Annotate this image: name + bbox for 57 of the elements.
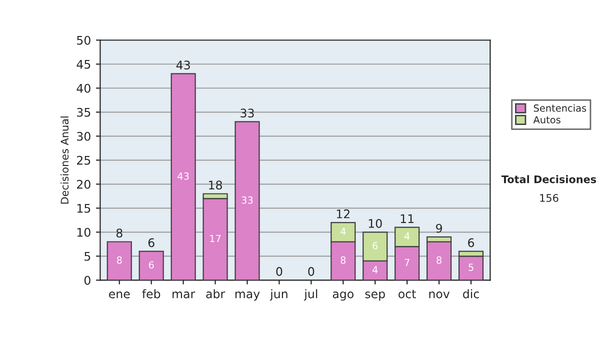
x-tick-label: oct <box>398 290 416 298</box>
data-label: 8 <box>116 256 122 264</box>
total-label: 10 <box>368 219 382 228</box>
y-tick-label: 40 <box>76 84 90 93</box>
x-tick-label: ago <box>332 292 354 301</box>
legend-label: Sentencias <box>534 104 586 112</box>
data-label: 5 <box>468 264 474 271</box>
data-label: 6 <box>148 261 154 269</box>
legend-label: Autos <box>533 116 560 124</box>
y-tick-label: 10 <box>77 228 90 237</box>
x-tick-label: ene <box>109 292 130 298</box>
total-label: 18 <box>209 180 222 190</box>
x-tick-label: mar <box>172 292 196 298</box>
total-label: 12 <box>336 209 350 218</box>
bar <box>106 241 132 280</box>
total-label: 11 <box>400 214 414 223</box>
data-label: 17 <box>210 234 221 242</box>
data-label: 43 <box>178 172 189 180</box>
x-tick-label: nov <box>429 292 450 298</box>
x-tick-label: jul <box>304 289 318 301</box>
y-tick-label: 0 <box>84 276 90 285</box>
y-tick-label: 30 <box>77 132 90 141</box>
total-label: 0 <box>308 267 314 276</box>
y-tick-label: 50 <box>77 36 90 45</box>
x-tick-label: abr <box>206 289 226 298</box>
data-label: 8 <box>436 256 442 264</box>
y-tick-label: 5 <box>84 252 90 261</box>
total-label: 9 <box>436 224 442 233</box>
data-label: 4 <box>340 228 346 235</box>
total-label: 43 <box>176 60 190 70</box>
total-label: 6 <box>468 238 474 248</box>
data-label: 33 <box>242 196 253 204</box>
data-label: 6 <box>372 242 378 250</box>
total-label: 0 <box>276 267 282 276</box>
x-tick-label: jun <box>270 289 288 301</box>
x-tick-label: may <box>235 292 260 301</box>
text: 156 <box>540 194 558 202</box>
text: Total Decisiones <box>501 175 596 184</box>
y-tick-label: 45 <box>76 60 90 69</box>
y-tick-label: 20 <box>77 180 90 189</box>
x-tick-label: sep <box>365 292 385 301</box>
y-tick-label: 35 <box>77 108 90 117</box>
data-label: 7 <box>404 258 410 266</box>
total-label: 8 <box>116 228 122 238</box>
y-tick-label: 15 <box>77 204 90 213</box>
y-tick-label: 25 <box>77 156 90 165</box>
total-label: 33 <box>240 108 254 118</box>
x-tick-label: feb <box>142 289 160 298</box>
data-label: 4 <box>372 266 378 274</box>
bar <box>234 121 260 280</box>
x-tick-label: dic <box>463 289 479 298</box>
bar <box>138 250 164 280</box>
data-label: 4 <box>404 232 410 240</box>
data-label: 8 <box>340 256 346 264</box>
bar <box>170 73 196 280</box>
y-axis-title: Decisiones Anual <box>60 116 69 204</box>
total-label: 6 <box>148 238 154 248</box>
